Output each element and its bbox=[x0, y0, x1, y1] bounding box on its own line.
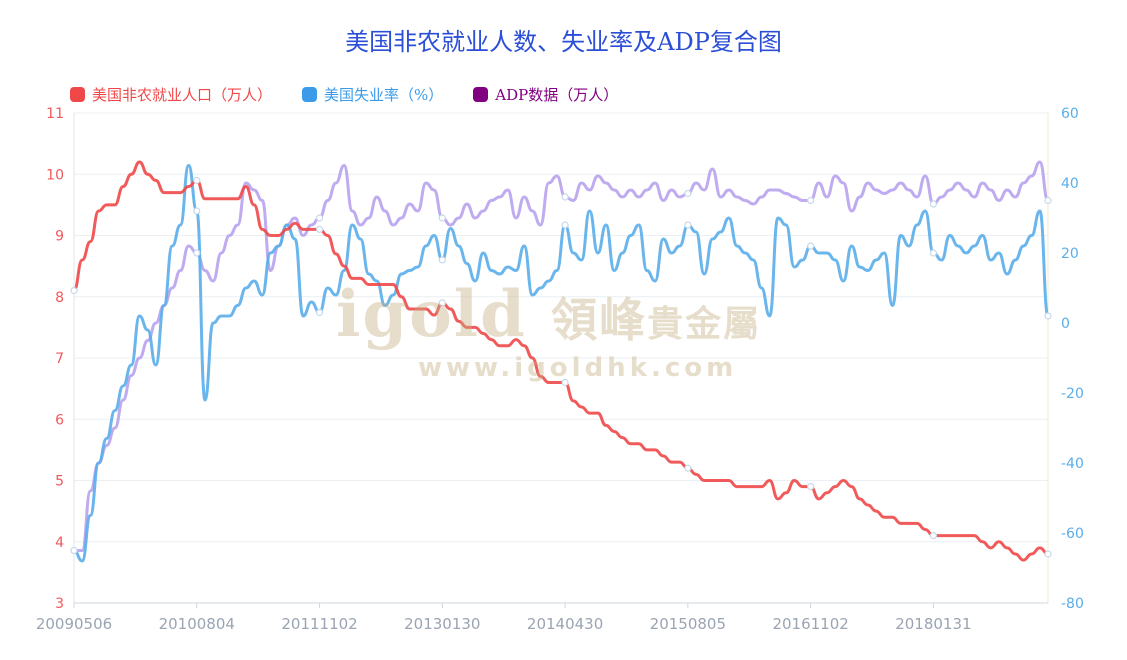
marker-adp bbox=[561, 193, 569, 201]
x-tick-label: 20140430 bbox=[527, 615, 603, 633]
marker-adp bbox=[807, 196, 815, 205]
x-tick-label: 20180131 bbox=[895, 615, 971, 633]
marker-adp bbox=[1044, 196, 1052, 205]
marker-nonfarm bbox=[315, 225, 324, 233]
marker-adp bbox=[438, 214, 446, 222]
marker-unemployment bbox=[70, 546, 78, 555]
marker-unemployment bbox=[929, 249, 938, 257]
data-markers bbox=[70, 176, 1052, 558]
y-left-tick-label: 3 bbox=[55, 596, 64, 612]
marker-unemployment bbox=[315, 308, 324, 317]
y-right-tick-label: -20 bbox=[1061, 386, 1084, 402]
y-right-tick-label: -80 bbox=[1061, 596, 1084, 612]
y-left-tick-label: 8 bbox=[55, 290, 64, 306]
series-lines bbox=[72, 160, 1050, 563]
marker-unemployment bbox=[193, 207, 201, 215]
marker-nonfarm bbox=[70, 287, 78, 295]
marker-nonfarm bbox=[1044, 550, 1052, 558]
marker-unemployment bbox=[438, 256, 446, 264]
x-tick-label: 20090506 bbox=[36, 615, 112, 633]
chart-legend: 美国非农就业人口（万人） 美国失业率（%） ADP数据（万人） bbox=[70, 84, 648, 104]
y-right-tick-label: 20 bbox=[1061, 246, 1079, 262]
marker-unemployment bbox=[561, 221, 569, 229]
y-left-tick-label: 10 bbox=[46, 167, 64, 183]
x-tick-label: 20161102 bbox=[772, 615, 848, 633]
y-right-tick-label: 40 bbox=[1061, 176, 1079, 192]
series-line-nonfarm bbox=[72, 160, 1050, 562]
marker-nonfarm bbox=[684, 464, 692, 472]
x-tick-label: 20100804 bbox=[159, 615, 235, 633]
chart-title: 美国非农就业人数、失业率及ADP复合图 bbox=[345, 28, 782, 56]
y-left-tick-label: 7 bbox=[55, 351, 64, 367]
marker-nonfarm bbox=[438, 299, 446, 307]
y-right-tick-label: 60 bbox=[1061, 106, 1079, 122]
x-tick-label: 20130130 bbox=[404, 615, 480, 633]
y-left-tick-label: 5 bbox=[55, 474, 64, 490]
y-right-tick-label: -60 bbox=[1061, 526, 1084, 542]
y-left-tick-label: 11 bbox=[46, 106, 64, 122]
y-left-tick-label: 6 bbox=[55, 412, 64, 428]
marker-adp bbox=[315, 214, 324, 222]
marker-unemployment bbox=[1044, 312, 1052, 320]
legend-label-unemployment: 美国失业率（%） bbox=[324, 85, 444, 104]
y-left-tick-label: 9 bbox=[55, 229, 64, 245]
legend-item-unemployment[interactable]: 美国失业率（%） bbox=[302, 84, 443, 105]
legend-label-nonfarm: 美国非农就业人口（万人） bbox=[92, 85, 273, 104]
marker-unemployment bbox=[807, 242, 815, 250]
marker-adp bbox=[929, 200, 938, 208]
marker-adp bbox=[684, 189, 692, 198]
y-right-tick-label: 0 bbox=[1061, 316, 1070, 332]
axes: 3 4 5 6 7 8 9 10 11 -80 -60 -40 -20 0 20 40 60 20090506 20… bbox=[36, 106, 1084, 633]
series-line-unemployment bbox=[72, 164, 1050, 563]
legend-swatch-adp bbox=[473, 86, 489, 102]
x-tick-label: 20150805 bbox=[650, 615, 726, 633]
legend-label-adp: ADP数据（万人） bbox=[495, 85, 619, 104]
legend-item-adp[interactable]: ADP数据（万人） bbox=[473, 84, 618, 105]
marker-nonfarm bbox=[561, 378, 569, 387]
legend-item-nonfarm[interactable]: 美国非农就业人口（万人） bbox=[70, 84, 272, 105]
marker-nonfarm bbox=[807, 483, 815, 491]
marker-nonfarm bbox=[929, 532, 938, 540]
marker-adp bbox=[193, 249, 201, 257]
marker-nonfarm bbox=[193, 176, 201, 184]
marker-unemployment bbox=[684, 221, 692, 229]
x-tick-label: 20111102 bbox=[281, 615, 357, 633]
legend-swatch-nonfarm bbox=[70, 86, 85, 102]
legend-swatch-unemployment bbox=[302, 86, 318, 102]
y-right-tick-label: -40 bbox=[1061, 456, 1084, 472]
grid-lines bbox=[74, 112, 1048, 604]
y-left-tick-label: 4 bbox=[55, 535, 64, 551]
series-line-adp bbox=[72, 160, 1050, 552]
